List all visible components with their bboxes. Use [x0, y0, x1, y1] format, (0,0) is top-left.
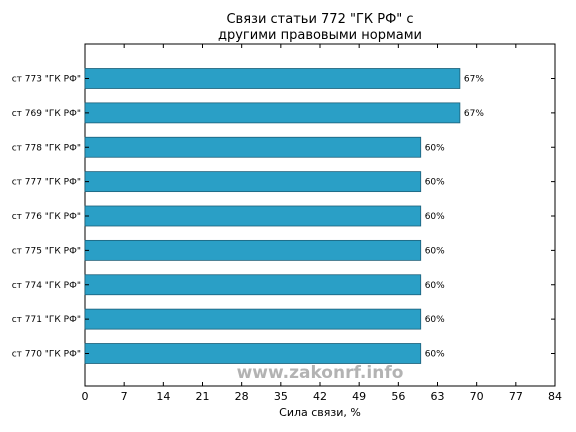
data-label: 60%: [425, 143, 445, 153]
chart-title-line-2: другими правовыми нормами: [218, 28, 422, 43]
x-tick-label: 70: [470, 390, 484, 403]
watermark: www.zakonrf.info: [237, 363, 404, 383]
x-tick-label: 77: [509, 390, 523, 403]
bar: [84, 274, 422, 296]
data-label: 60%: [425, 281, 445, 291]
category-label: ст 773 "ГК РФ": [12, 75, 81, 85]
bar: [84, 136, 422, 158]
category-label: ст 774 "ГК РФ": [12, 281, 81, 291]
x-tick-label: 42: [313, 390, 327, 403]
bar: [84, 171, 422, 193]
x-axis-label: Сила связи, %: [279, 406, 361, 419]
chart-title-line-1: Связи статьи 772 "ГК РФ" с: [226, 12, 413, 27]
x-tick-label: 7: [121, 390, 128, 403]
bar: [84, 239, 422, 261]
data-label: 60%: [425, 350, 445, 360]
data-label: 60%: [425, 315, 445, 325]
data-label: 60%: [425, 246, 445, 256]
x-tick-label: 49: [352, 390, 366, 403]
x-tick-label: 35: [274, 390, 288, 403]
x-tick-label: 21: [196, 390, 210, 403]
bar: [84, 308, 422, 330]
x-tick-label: 28: [235, 390, 249, 403]
bar: [84, 205, 422, 227]
category-label: ст 771 "ГК РФ": [12, 315, 81, 325]
bar: [84, 343, 422, 364]
x-tick-label: 56: [391, 390, 405, 403]
bar: [84, 102, 461, 124]
category-label: ст 770 "ГК РФ": [12, 350, 81, 360]
category-label: ст 776 "ГК РФ": [12, 212, 81, 222]
bar: [84, 68, 461, 89]
category-label: ст 775 "ГК РФ": [12, 246, 81, 256]
x-tick-label: 14: [156, 390, 170, 403]
data-label: 67%: [464, 75, 484, 85]
data-label: 60%: [425, 178, 445, 188]
category-label: ст 777 "ГК РФ": [12, 178, 81, 188]
x-tick-label: 63: [431, 390, 445, 403]
x-tick-label: 84: [548, 390, 562, 403]
data-label: 67%: [464, 109, 484, 119]
category-label: ст 778 "ГК РФ": [12, 143, 81, 153]
category-label: ст 769 "ГК РФ": [12, 109, 81, 119]
x-tick-label: 0: [82, 390, 89, 403]
data-label: 60%: [425, 212, 445, 222]
